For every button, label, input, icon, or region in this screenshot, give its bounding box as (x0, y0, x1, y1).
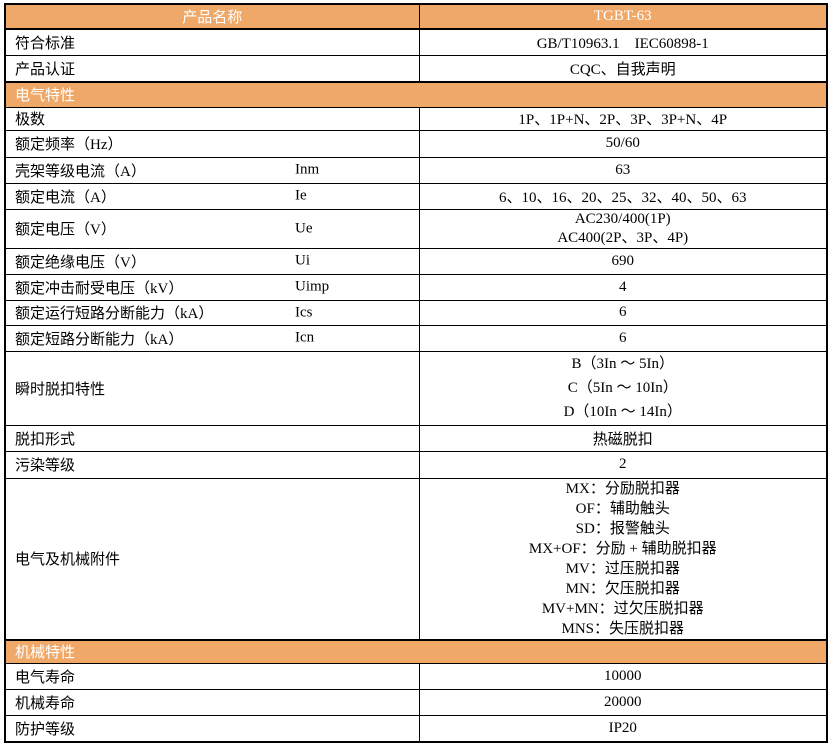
row-ics-label-cell: 额定运行短路分断能力（kA） Ics (4, 299, 420, 326)
row-electrical-life-label: 电气寿命 (4, 663, 420, 690)
row-frame-current-value: 63 (418, 156, 828, 184)
row-impulse-voltage-value: 4 (418, 273, 828, 301)
row-rated-voltage-label: 额定电压（V） (15, 222, 116, 238)
row-insulation-voltage-symbol: Ui (295, 252, 310, 269)
row-trip-type-label: 脱扣形式 (4, 424, 420, 452)
row-standard: 符合标准 GB/T10963.1 IEC60898-1 (4, 28, 828, 56)
row-icn-label: 额定短路分断能力（kA） (15, 331, 184, 348)
row-insulation-voltage: 额定绝缘电压（V） Ui 690 (4, 247, 828, 275)
row-rated-current-value: 6、10、16、20、25、32、40、50、63 (418, 182, 828, 210)
row-accessories: 电气及机械附件 MX：分励脱扣器 OF：辅助触头 SD：报警触头 MX+OF：分… (4, 477, 828, 640)
row-frame-current-symbol: Inm (295, 161, 320, 178)
row-ics-value: 6 (418, 299, 828, 326)
row-impulse-voltage: 额定冲击耐受电压（kV） Uimp 4 (4, 273, 828, 301)
row-icn: 额定短路分断能力（kA） Icn 6 (4, 324, 828, 352)
rated-voltage-line-2: AC400(2P、3P、4P) (557, 229, 689, 246)
row-ics: 额定运行短路分断能力（kA） Ics 6 (4, 299, 828, 326)
row-poles-label: 极数 (4, 106, 420, 131)
row-instant-trip-value: B（3In ～ 5In） C（5In ～ 10In） D（10In ～ 14In… (418, 350, 828, 426)
accessory-mv: MV：过压脱扣器 (565, 560, 680, 577)
instant-trip-line-c: C（5In ～ 10In） (567, 380, 678, 396)
instant-trip-line-d: D（10In ～ 14In） (563, 404, 682, 420)
row-instant-trip: 瞬时脱扣特性 B（3In ～ 5In） C（5In ～ 10In） D（10In… (4, 350, 828, 426)
row-mechanical-life-value: 20000 (418, 689, 828, 716)
row-trip-type: 脱扣形式 热磁脱扣 (4, 424, 828, 452)
section-electrical: 电气特性 (4, 81, 828, 108)
row-icn-value: 6 (418, 324, 828, 352)
accessory-mn: MN：欠压脱扣器 (565, 580, 680, 597)
row-accessories-label: 电气及机械附件 (4, 477, 420, 640)
row-frame-current-label: 壳架等级电流（A） (15, 163, 146, 180)
row-ics-label: 额定运行短路分断能力（kA） (15, 306, 214, 322)
accessory-mns: MNS：失压脱扣器 (561, 620, 684, 637)
row-protection-rating: 防护等级 IP20 (4, 715, 828, 742)
row-rated-voltage: 额定电压（V） Ue AC230/400(1P) AC400(2P、3P、4P) (4, 208, 828, 249)
row-standard-label: 符合标准 (4, 28, 420, 56)
accessory-mx-of: MX+OF：分励 + 辅助脱扣器 (528, 540, 717, 557)
row-certification-value: CQC、自我声明 (418, 54, 828, 83)
row-insulation-voltage-label-cell: 额定绝缘电压（V） Ui (4, 247, 420, 275)
row-trip-type-value: 热磁脱扣 (418, 424, 828, 452)
row-standard-value: GB/T10963.1 IEC60898-1 (418, 28, 828, 56)
product-name-header: 产品名称 (4, 3, 420, 30)
accessory-sd: SD：报警触头 (575, 520, 670, 537)
row-protection-rating-value: IP20 (418, 715, 828, 742)
row-frame-current-label-cell: 壳架等级电流（A） Inm (4, 156, 420, 184)
row-impulse-voltage-label-cell: 额定冲击耐受电压（kV） Uimp (4, 273, 420, 301)
row-rated-current-symbol: Ie (295, 187, 307, 204)
row-pollution-value: 2 (418, 450, 828, 479)
row-rated-current-label-cell: 额定电流（A） Ie (4, 182, 420, 210)
row-frequency-value: 50/60 (418, 129, 828, 158)
row-frequency: 额定频率（Hz） 50/60 (4, 129, 828, 158)
row-insulation-voltage-label: 额定绝缘电压（V） (15, 254, 146, 271)
row-rated-voltage-symbol: Ue (295, 220, 313, 236)
row-protection-rating-label: 防护等级 (4, 715, 420, 742)
accessory-mv-mn: MV+MN：过欠压脱扣器 (541, 600, 704, 617)
accessory-of: OF：辅助触头 (575, 500, 670, 517)
row-impulse-voltage-label: 额定冲击耐受电压（kV） (15, 280, 184, 297)
product-spec-table: 产品名称 TGBT-63 符合标准 GB/T10963.1 IEC60898-1… (4, 3, 828, 743)
row-rated-current-label: 额定电流（A） (15, 189, 116, 206)
row-ics-symbol: Ics (295, 304, 313, 320)
row-impulse-voltage-symbol: Uimp (295, 278, 330, 295)
section-mechanical-title: 机械特性 (4, 638, 828, 664)
section-mechanical: 机械特性 (4, 638, 828, 664)
row-frequency-label: 额定频率（Hz） (4, 129, 420, 158)
row-certification: 产品认证 CQC、自我声明 (4, 54, 828, 83)
product-model-value: TGBT-63 (418, 3, 828, 30)
row-mechanical-life: 机械寿命 20000 (4, 689, 828, 716)
row-icn-symbol: Icn (295, 329, 315, 346)
row-mechanical-life-label: 机械寿命 (4, 689, 420, 716)
rated-voltage-line-1: AC230/400(1P) (574, 210, 671, 227)
row-pollution: 污染等级 2 (4, 450, 828, 479)
row-poles-value: 1P、1P+N、2P、3P、3P+N、4P (418, 106, 828, 131)
row-certification-label: 产品认证 (4, 54, 420, 83)
row-poles: 极数 1P、1P+N、2P、3P、3P+N、4P (4, 106, 828, 131)
table-header-row: 产品名称 TGBT-63 (4, 3, 828, 30)
row-rated-voltage-value: AC230/400(1P) AC400(2P、3P、4P) (418, 208, 828, 249)
instant-trip-line-b: B（3In ～ 5In） (571, 356, 675, 372)
row-instant-trip-label: 瞬时脱扣特性 (4, 350, 420, 426)
row-frame-current: 壳架等级电流（A） Inm 63 (4, 156, 828, 184)
row-icn-label-cell: 额定短路分断能力（kA） Icn (4, 324, 420, 352)
row-pollution-label: 污染等级 (4, 450, 420, 479)
row-electrical-life: 电气寿命 10000 (4, 663, 828, 690)
row-rated-current: 额定电流（A） Ie 6、10、16、20、25、32、40、50、63 (4, 182, 828, 210)
section-electrical-title: 电气特性 (4, 81, 828, 108)
row-insulation-voltage-value: 690 (418, 247, 828, 275)
row-accessories-value: MX：分励脱扣器 OF：辅助触头 SD：报警触头 MX+OF：分励 + 辅助脱扣… (418, 477, 828, 640)
accessory-mx: MX：分励脱扣器 (565, 480, 680, 497)
row-rated-voltage-label-cell: 额定电压（V） Ue (4, 208, 420, 249)
row-electrical-life-value: 10000 (418, 663, 828, 690)
